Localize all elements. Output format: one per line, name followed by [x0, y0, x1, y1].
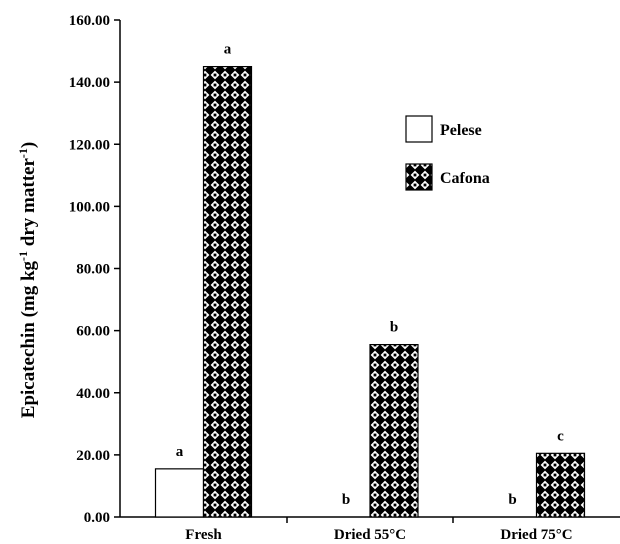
y-tick-label: 100.00: [69, 199, 110, 215]
y-axis-title: Epicatechin (mg kg-1 dry matter-1): [16, 142, 39, 418]
y-tick-label: 120.00: [69, 137, 110, 153]
plot-area: 0.00 20.00 40.00 60.00 80.00 100.00 120.00 140.…: [69, 13, 620, 543]
y-tick-label: 0.00: [84, 510, 110, 526]
y-tick-label: 40.00: [76, 386, 110, 402]
bar-cafona: [369, 344, 419, 518]
x-tick-label: Dried 75°C: [500, 527, 572, 543]
significance-label: b: [508, 492, 516, 508]
significance-label: a: [176, 444, 184, 460]
legend-label: Cafona: [440, 170, 490, 187]
y-tick-label: 160.00: [69, 13, 110, 29]
significance-label: b: [342, 492, 350, 508]
significance-label: a: [224, 42, 232, 58]
y-tick-label: 80.00: [76, 262, 110, 278]
significance-label: c: [557, 428, 564, 444]
y-tick-label: 140.00: [69, 75, 110, 91]
y-tick-label: 20.00: [76, 448, 110, 464]
x-tick-label: Fresh: [185, 527, 222, 543]
legend: Pelese Cafona: [405, 115, 490, 191]
y-tick-label: 60.00: [76, 324, 110, 340]
bar-cafona: [535, 452, 586, 518]
bar-pelese: [154, 468, 205, 518]
significance-label: b: [390, 320, 398, 336]
x-tick-label: Dried 55°C: [334, 527, 406, 543]
legend-swatch-cafona: [405, 163, 433, 191]
legend-swatch-pelese: [405, 115, 433, 143]
bar-cafona: [202, 65, 253, 518]
legend-label: Pelese: [440, 122, 482, 139]
